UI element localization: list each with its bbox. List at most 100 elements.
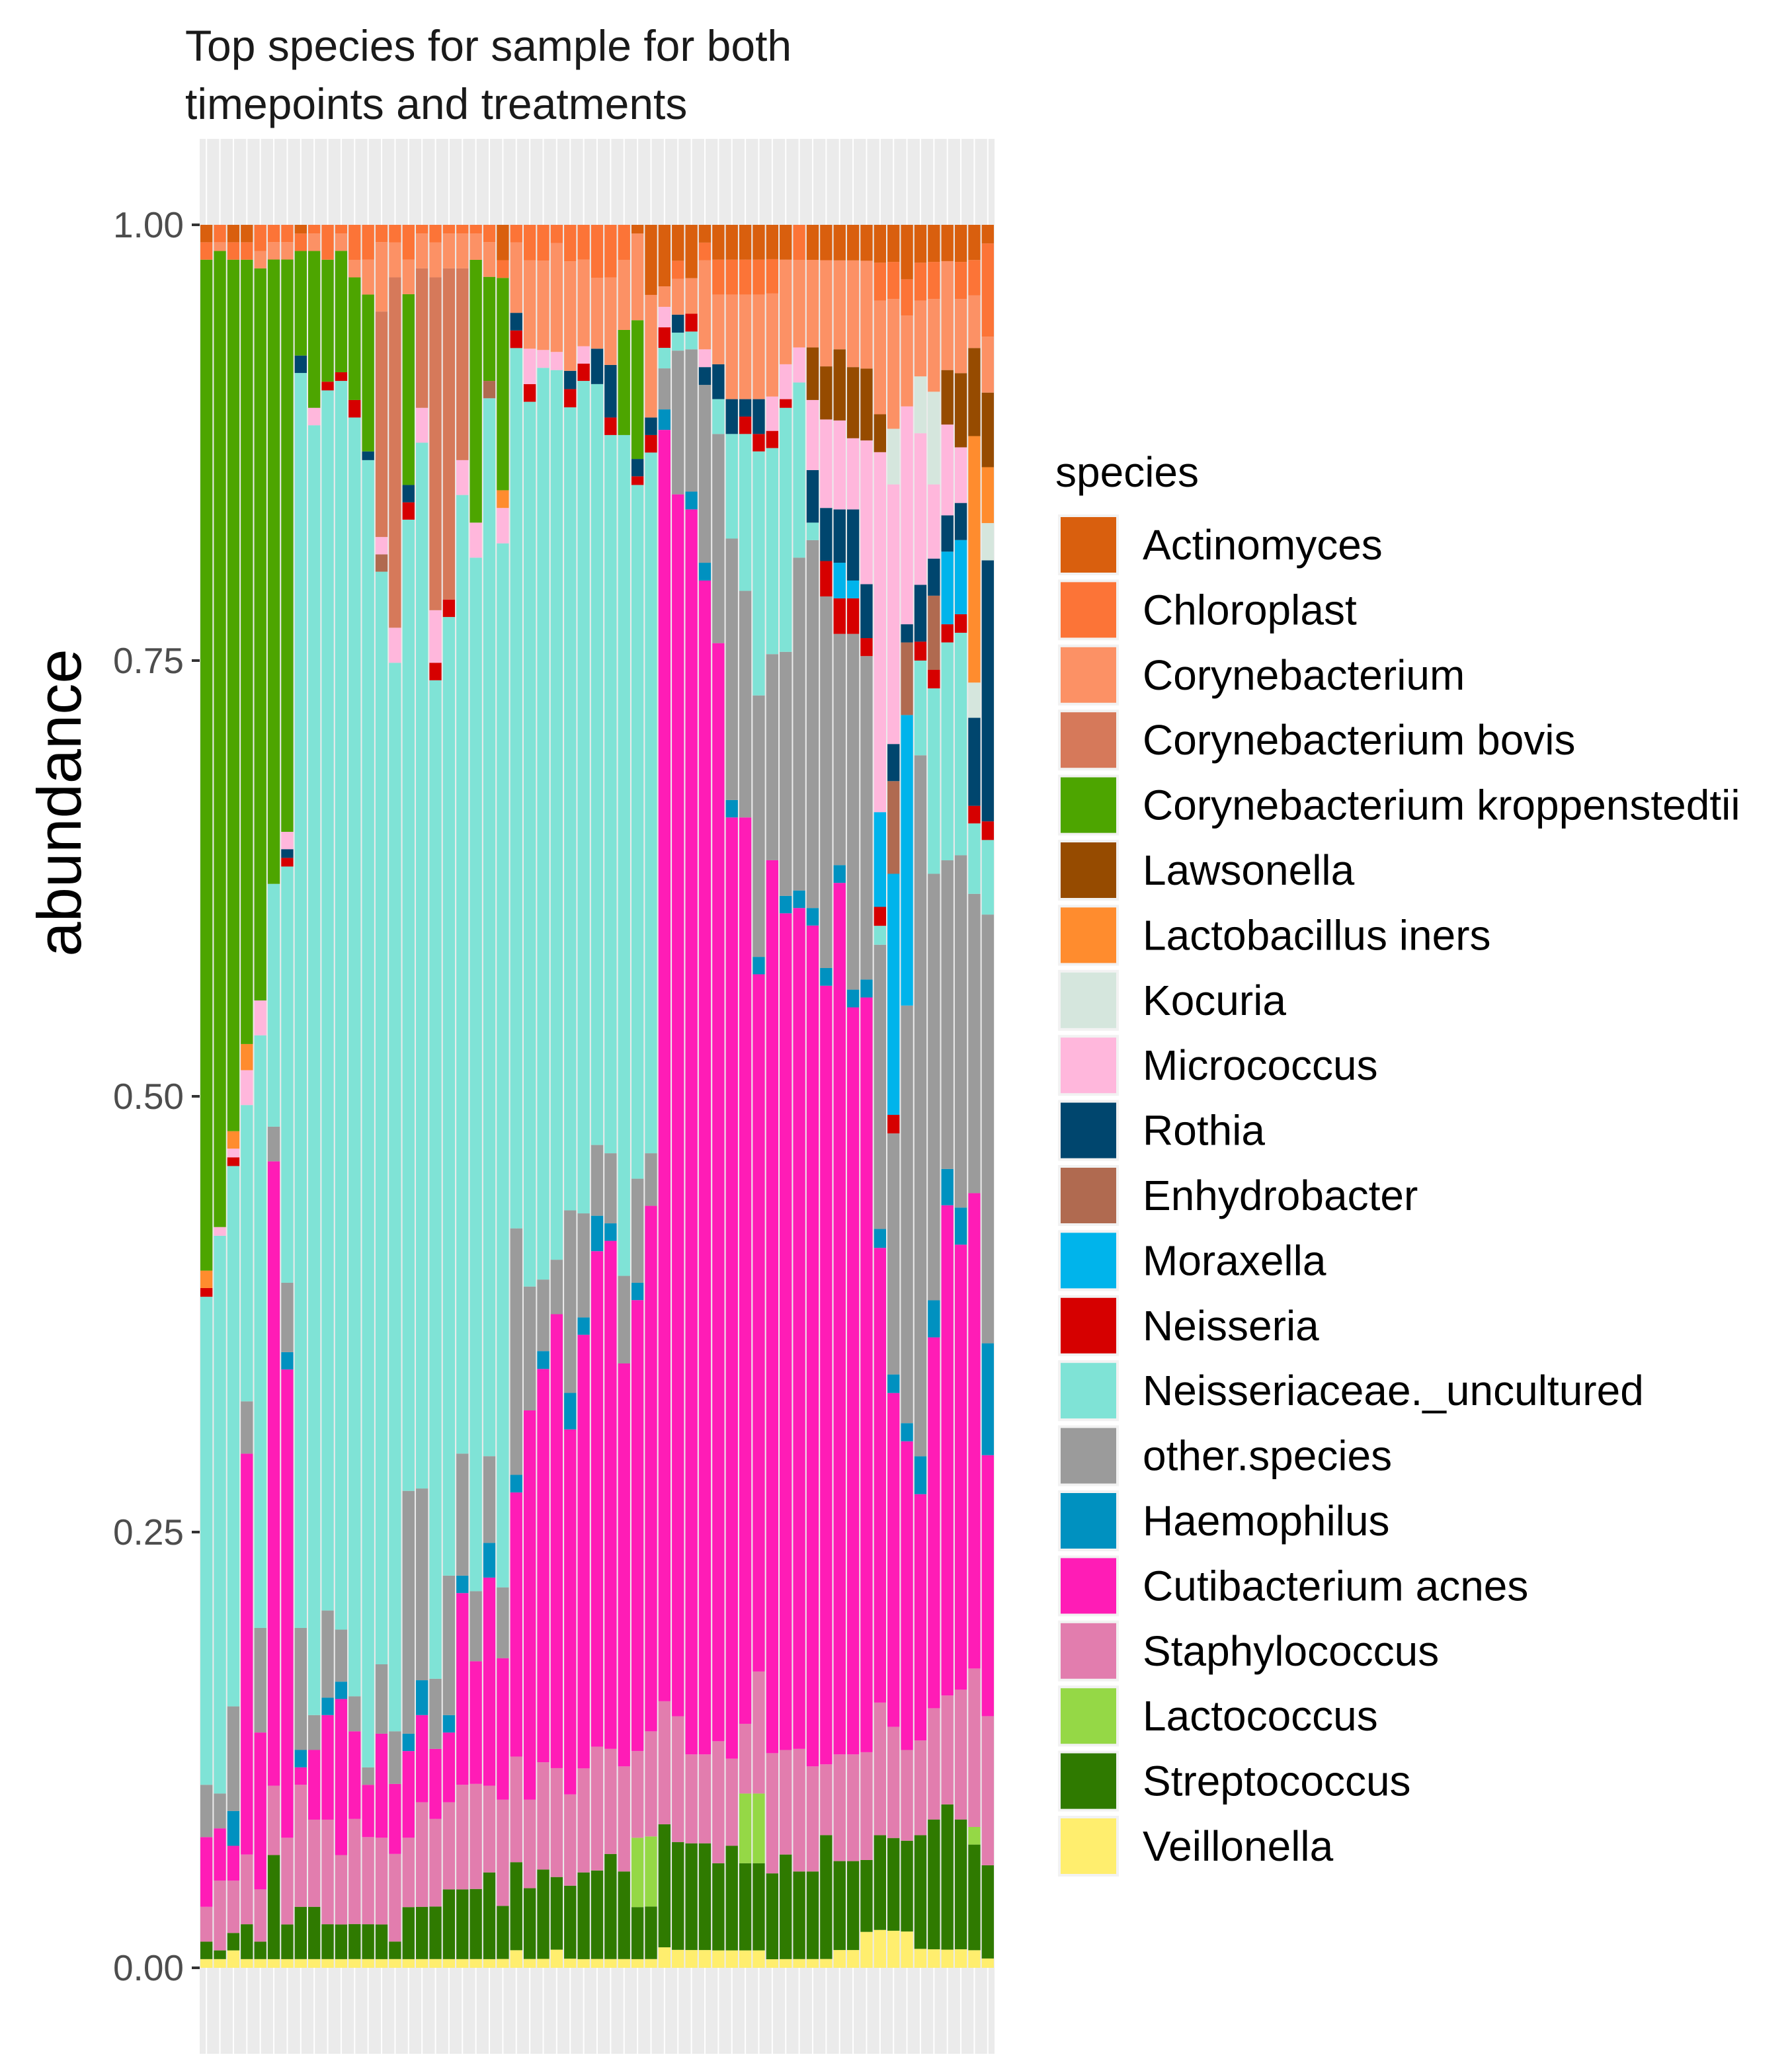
bar-segment: [753, 259, 765, 295]
bar-segment: [712, 434, 725, 643]
bar-segment: [833, 225, 846, 261]
bar-segment: [685, 331, 698, 350]
bar-segment: [645, 1731, 657, 1837]
bar-segment: [308, 251, 321, 408]
bar-segment: [200, 242, 213, 260]
bar-segment: [618, 329, 630, 435]
bar-segment: [523, 384, 536, 402]
bar-segment: [968, 893, 981, 1194]
bar-segment: [591, 348, 604, 384]
bar-segment: [375, 554, 388, 572]
bar-segment: [348, 399, 361, 418]
sample-bar: [415, 225, 428, 1968]
bar-segment: [780, 1959, 792, 1968]
legend-swatch: [1061, 1493, 1116, 1549]
bar-segment: [914, 641, 927, 661]
sample-bar: [294, 225, 307, 1968]
bar-segment: [523, 1959, 536, 1968]
bar-segment: [227, 242, 240, 260]
bar-segment: [591, 384, 604, 1145]
bar-segment: [954, 373, 967, 448]
legend-label: Veillonella: [1143, 1822, 1334, 1870]
bar-segment: [672, 278, 684, 315]
bar-segment: [725, 799, 738, 818]
bar-segment: [281, 259, 294, 832]
bar-segment: [442, 599, 456, 618]
bar-segment: [901, 715, 913, 1006]
sample-bar: [672, 225, 684, 1968]
bar-segment: [874, 1248, 886, 1703]
sample-bar: [860, 225, 873, 1968]
bar-segment: [672, 225, 684, 261]
y-axis: 0.00 0.25 0.50 0.75 1.00: [113, 204, 200, 1988]
bar-segment: [200, 259, 213, 1271]
bar-segment: [456, 460, 469, 495]
bar-segment: [348, 259, 361, 278]
bar-segment: [658, 225, 671, 287]
bar-segment: [914, 1835, 927, 1949]
legend-entry: Kocuria: [1058, 969, 1286, 1031]
bar-segment: [335, 372, 348, 382]
bar-segment: [793, 557, 805, 891]
bar-segment: [523, 225, 536, 261]
bar-segment: [510, 1228, 522, 1475]
bar-segment: [456, 1959, 469, 1968]
bar-segment: [698, 1754, 712, 1844]
bar-segment: [941, 1804, 954, 1950]
bar-segment: [523, 401, 536, 1287]
bar-segment: [928, 688, 940, 874]
sample-bar: [941, 225, 954, 1968]
legend-swatch: [1061, 1037, 1116, 1094]
bar-segment: [348, 225, 361, 260]
bar-segment: [954, 447, 967, 503]
bar-segment: [712, 1950, 725, 1968]
bar-segment: [389, 1853, 401, 1942]
bar-segment: [497, 508, 509, 544]
bar-segment: [415, 1680, 428, 1715]
bar-segment: [308, 1959, 321, 1968]
bar-segment: [254, 1627, 266, 1733]
bar-segment: [874, 1702, 886, 1836]
bar-segment: [537, 1279, 550, 1352]
bars: [200, 225, 994, 1968]
bar-segment: [806, 469, 819, 523]
legend-entry: other.species: [1058, 1425, 1392, 1486]
bar-segment: [564, 370, 577, 389]
bar-segment: [618, 1363, 630, 1767]
bar-segment: [780, 1750, 792, 1855]
bar-segment: [806, 522, 819, 540]
bar-segment: [402, 1907, 415, 1959]
bar-segment: [820, 985, 833, 1765]
legend-swatch: [1061, 1297, 1116, 1354]
legend-label: Staphylococcus: [1143, 1627, 1439, 1675]
y-tick-label: 0.75: [113, 640, 184, 681]
bar-segment: [901, 1750, 913, 1841]
bar-segment: [281, 225, 294, 243]
bar-segment: [928, 1819, 940, 1949]
bar-segment: [860, 368, 873, 441]
sample-bar: [308, 225, 321, 1968]
bar-segment: [537, 1369, 550, 1763]
bar-segment: [793, 1959, 805, 1968]
legend-entry: Lactobacillus iners: [1058, 905, 1491, 966]
bar-segment: [685, 278, 698, 314]
bar-segment: [981, 1716, 994, 1865]
sample-bar: [914, 225, 927, 1968]
bar-segment: [362, 1767, 374, 1785]
bar-segment: [954, 855, 967, 1208]
bar-segment: [375, 1924, 388, 1959]
bar-segment: [820, 1959, 833, 1968]
bar-segment: [901, 642, 913, 715]
bar-segment: [335, 251, 348, 372]
bar-segment: [200, 1785, 213, 1838]
bar-segment: [631, 476, 644, 485]
bar-segment: [510, 242, 522, 313]
bar-segment: [685, 313, 698, 332]
bar-segment: [793, 382, 805, 558]
bar-segment: [550, 243, 563, 352]
bar-segment: [725, 399, 738, 434]
sample-bar: [389, 225, 401, 1968]
bar-segment: [793, 1748, 805, 1872]
bar-segment: [227, 1933, 240, 1951]
